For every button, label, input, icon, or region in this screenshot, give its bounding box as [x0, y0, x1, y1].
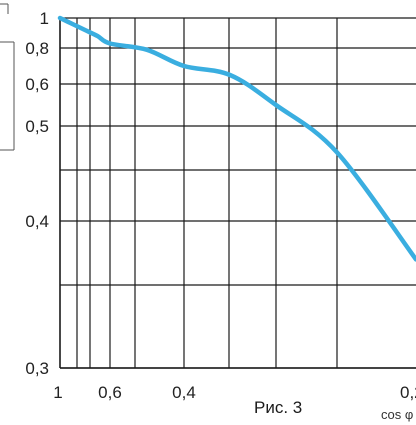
x-axis-title: cos φ: [381, 407, 414, 422]
x-tick-label: 1: [53, 383, 62, 402]
x-tick-label: 0,2: [400, 383, 416, 402]
y-tick-labels: 1 0,8 0,6 0,5 0,4 0,3: [25, 9, 49, 378]
horizontal-gridlines: [60, 17, 416, 369]
x-tick-label: 0,4: [172, 383, 196, 402]
x-tick-labels: 1 0,6 0,4 0,2: [53, 383, 416, 402]
y-tick-label: 0,4: [25, 212, 49, 231]
y-tick-label: 0,3: [25, 359, 49, 378]
y-tick-label: 0,6: [25, 75, 49, 94]
series-line: [57, 15, 416, 262]
x-tick-label: 0,6: [98, 383, 122, 402]
figure-label: Рис. 3: [254, 398, 303, 417]
y-tick-label: 0,8: [25, 39, 49, 58]
clipped-frame-fragments: [0, 3, 15, 151]
y-tick-label: 0,5: [25, 117, 49, 136]
y-tick-label: 1: [40, 9, 49, 28]
